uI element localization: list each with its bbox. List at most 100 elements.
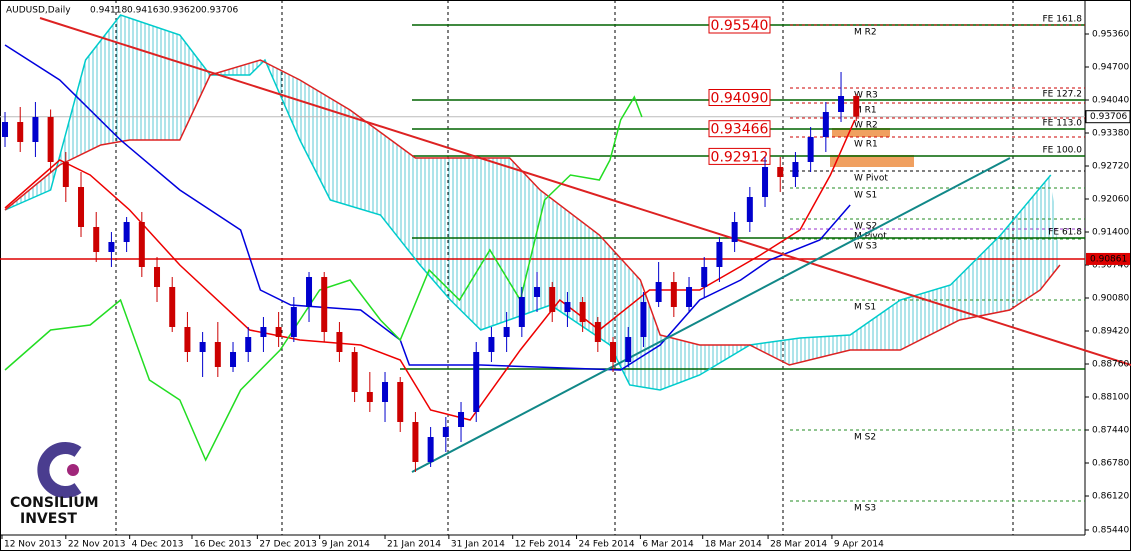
candle-body bbox=[488, 337, 495, 352]
level-label: W Pivot bbox=[854, 174, 888, 184]
x-tick-label: 12 Feb 2014 bbox=[515, 540, 571, 550]
level-label: FE 61.8 bbox=[1048, 228, 1082, 238]
level-label: FE 113.0 bbox=[1043, 119, 1083, 129]
level-label: FE 100.0 bbox=[1043, 146, 1083, 156]
candle-body bbox=[853, 96, 860, 117]
candle-body bbox=[336, 332, 343, 352]
level-label: W S1 bbox=[854, 191, 877, 201]
y-tick-label: 0.91400 bbox=[1092, 228, 1129, 238]
candle-body bbox=[427, 437, 434, 462]
level-label: W R2 bbox=[854, 121, 878, 131]
price-box bbox=[708, 147, 771, 165]
price-box bbox=[708, 120, 771, 138]
candles bbox=[2, 72, 860, 472]
candle-body bbox=[534, 287, 541, 297]
level-label: W R3 bbox=[854, 91, 878, 101]
logo-text: CONSILIUM bbox=[10, 495, 99, 511]
trend-line bbox=[39, 17, 1131, 366]
candle-body bbox=[199, 342, 206, 352]
candle-body bbox=[640, 302, 647, 337]
y-tick-label: 0.94040 bbox=[1092, 96, 1129, 106]
level-label: FE 127.2 bbox=[1043, 90, 1083, 100]
level-label: M S2 bbox=[854, 433, 876, 443]
x-tick-label: 22 Nov 2013 bbox=[68, 540, 126, 550]
candle-body bbox=[169, 287, 176, 327]
candle-body bbox=[230, 352, 237, 367]
price-box bbox=[708, 89, 771, 106]
separators bbox=[115, 0, 1014, 535]
candle-body bbox=[306, 277, 313, 307]
candle-body bbox=[78, 187, 85, 227]
cloud bbox=[5, 15, 1060, 390]
trend-line bbox=[411, 157, 1011, 473]
x-tick-label: 31 Jan 2014 bbox=[451, 540, 505, 550]
logo: CONSILIUM INVEST bbox=[10, 442, 99, 527]
x-tick-label: 16 Dec 2013 bbox=[194, 540, 252, 550]
indicator-line bbox=[4, 59, 1061, 366]
y-tick-label: 0.94700 bbox=[1092, 63, 1129, 73]
x-tick-label: 6 Mar 2014 bbox=[642, 540, 694, 550]
x-tick-label: 24 Feb 2014 bbox=[579, 540, 635, 550]
candle-body bbox=[579, 302, 586, 322]
axis: 0.95360 0.94700 0.94040 0.93380 0.92720 0.920… bbox=[1, 30, 1131, 550]
candle-body bbox=[321, 277, 328, 332]
candle-body bbox=[549, 287, 556, 312]
price-box-label: 0.93466 bbox=[711, 122, 769, 138]
y-tick-label: 0.92060 bbox=[1092, 195, 1129, 205]
candle-body bbox=[290, 307, 297, 337]
level-label: M R1 bbox=[854, 106, 877, 116]
candle-body bbox=[746, 197, 753, 222]
ohlc: 0.94118 bbox=[90, 6, 127, 16]
candle-body bbox=[610, 342, 617, 362]
logo-text: INVEST bbox=[20, 511, 77, 527]
candle-body bbox=[108, 242, 115, 252]
candle-body bbox=[214, 342, 221, 367]
candle-body bbox=[184, 327, 191, 352]
level-label: W R1 bbox=[854, 140, 878, 150]
series bbox=[4, 14, 1061, 462]
y-tick-label: 0.87440 bbox=[1092, 426, 1129, 436]
y-tick-label: 0.88100 bbox=[1092, 393, 1129, 403]
levels: FE 161.8 M R2 W R3 FE 127.2 M R1 W R2 FE 113.0… bbox=[0, 15, 1085, 514]
y-tick-label: 0.95360 bbox=[1092, 30, 1129, 40]
level-label: W S3 bbox=[854, 242, 877, 252]
candle-body bbox=[93, 227, 100, 252]
candle-body bbox=[731, 222, 738, 242]
indicator-line bbox=[4, 119, 856, 421]
candle-body bbox=[154, 267, 161, 287]
candle-body bbox=[366, 392, 373, 402]
price-tag bbox=[1086, 252, 1130, 265]
current-tag-label: 0.93706 bbox=[1090, 112, 1127, 122]
ohlc: 0.93620 bbox=[164, 6, 201, 16]
y-tick-label: 0.85440 bbox=[1092, 526, 1129, 536]
zone bbox=[830, 155, 914, 167]
candle-body bbox=[716, 242, 723, 267]
candle-body bbox=[792, 162, 799, 177]
price-box-label: 0.94090 bbox=[711, 91, 769, 107]
y-tick-label: 0.86120 bbox=[1092, 492, 1129, 502]
x-tick-label: 9 Jan 2014 bbox=[322, 540, 370, 550]
indicator-line bbox=[4, 95, 643, 462]
candle-body bbox=[670, 282, 677, 307]
candle-body bbox=[351, 352, 358, 392]
candle-body bbox=[762, 167, 769, 197]
candle-body bbox=[473, 352, 480, 412]
candle-body bbox=[382, 382, 389, 402]
candle-body bbox=[412, 422, 419, 462]
level-label: M S3 bbox=[854, 504, 876, 514]
candle-body bbox=[245, 337, 252, 352]
price-tag-label: 0.90861 bbox=[1090, 254, 1127, 264]
x-tick-label: 9 Apr 2014 bbox=[834, 540, 884, 550]
y-tick-label: 0.90740 bbox=[1092, 261, 1129, 271]
level-label: M Pivot bbox=[854, 232, 887, 242]
indicator-line bbox=[4, 14, 1052, 391]
candle-body bbox=[503, 327, 510, 337]
zone bbox=[832, 128, 890, 137]
candle-body bbox=[458, 412, 465, 427]
x-tick-label: 21 Jan 2014 bbox=[387, 540, 441, 550]
y-tick-label: 0.93380 bbox=[1092, 129, 1129, 139]
candle-body bbox=[822, 112, 829, 137]
candle-body bbox=[138, 222, 145, 267]
symbol: AUDUSD,Daily bbox=[6, 6, 71, 16]
